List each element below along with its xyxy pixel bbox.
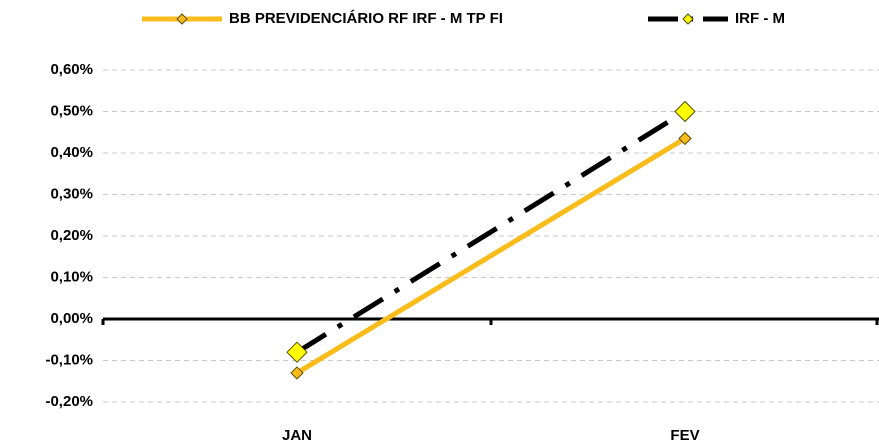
marker bbox=[286, 341, 308, 363]
marker bbox=[674, 100, 696, 123]
legend-marker bbox=[682, 13, 694, 25]
legend-label: IRF - M bbox=[735, 10, 785, 27]
y-tick-label: -0,10% bbox=[45, 351, 93, 368]
legend-marker bbox=[176, 13, 188, 25]
series-line bbox=[295, 136, 687, 376]
y-tick-label: 0,30% bbox=[50, 185, 93, 202]
x-tick-label: FEV bbox=[670, 427, 699, 444]
y-tick-label: 0,10% bbox=[50, 268, 93, 285]
legend-label: BB PREVIDENCIÁRIO RF IRF - M TP FI bbox=[229, 10, 503, 27]
y-tick-label: 0,00% bbox=[50, 310, 93, 327]
y-tick-label: 0,20% bbox=[50, 227, 93, 244]
marker bbox=[290, 366, 304, 380]
y-tick-label: -0,20% bbox=[45, 393, 93, 410]
series-line bbox=[295, 109, 687, 355]
y-tick-label: 0,50% bbox=[50, 102, 93, 119]
y-tick-label: 0,40% bbox=[50, 144, 93, 161]
x-tick-label: JAN bbox=[282, 427, 312, 444]
marker bbox=[678, 131, 692, 146]
y-tick-label: 0,60% bbox=[50, 61, 93, 78]
